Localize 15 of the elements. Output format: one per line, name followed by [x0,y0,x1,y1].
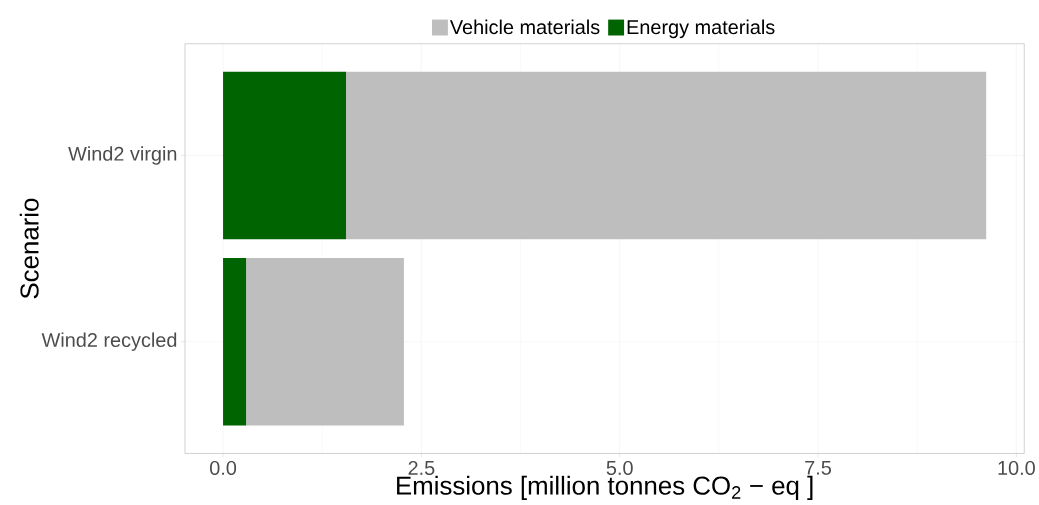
bar [223,71,347,240]
bar [246,257,404,426]
y-tick-label: Wind2 virgin [68,146,177,165]
y-axis-title: Scenario [19,198,39,299]
x-tick-label: 5.0 [606,460,633,475]
x-tick-label: 7.5 [805,460,832,475]
x-tick-label: 0.0 [210,460,237,475]
bar [346,71,987,240]
x-tick-label: 2.5 [408,460,435,475]
y-tick-label: Wind2 recycled [41,332,177,351]
x-axis-title: Emissions [million tonnes CO$_{2}$ − eq ] [397,475,813,500]
x-tick-label: 10.0 [998,460,1035,475]
bar [223,257,247,426]
legend-label: Vehicle materials [449,19,600,35]
legend-label: Energy materials [627,19,775,39]
